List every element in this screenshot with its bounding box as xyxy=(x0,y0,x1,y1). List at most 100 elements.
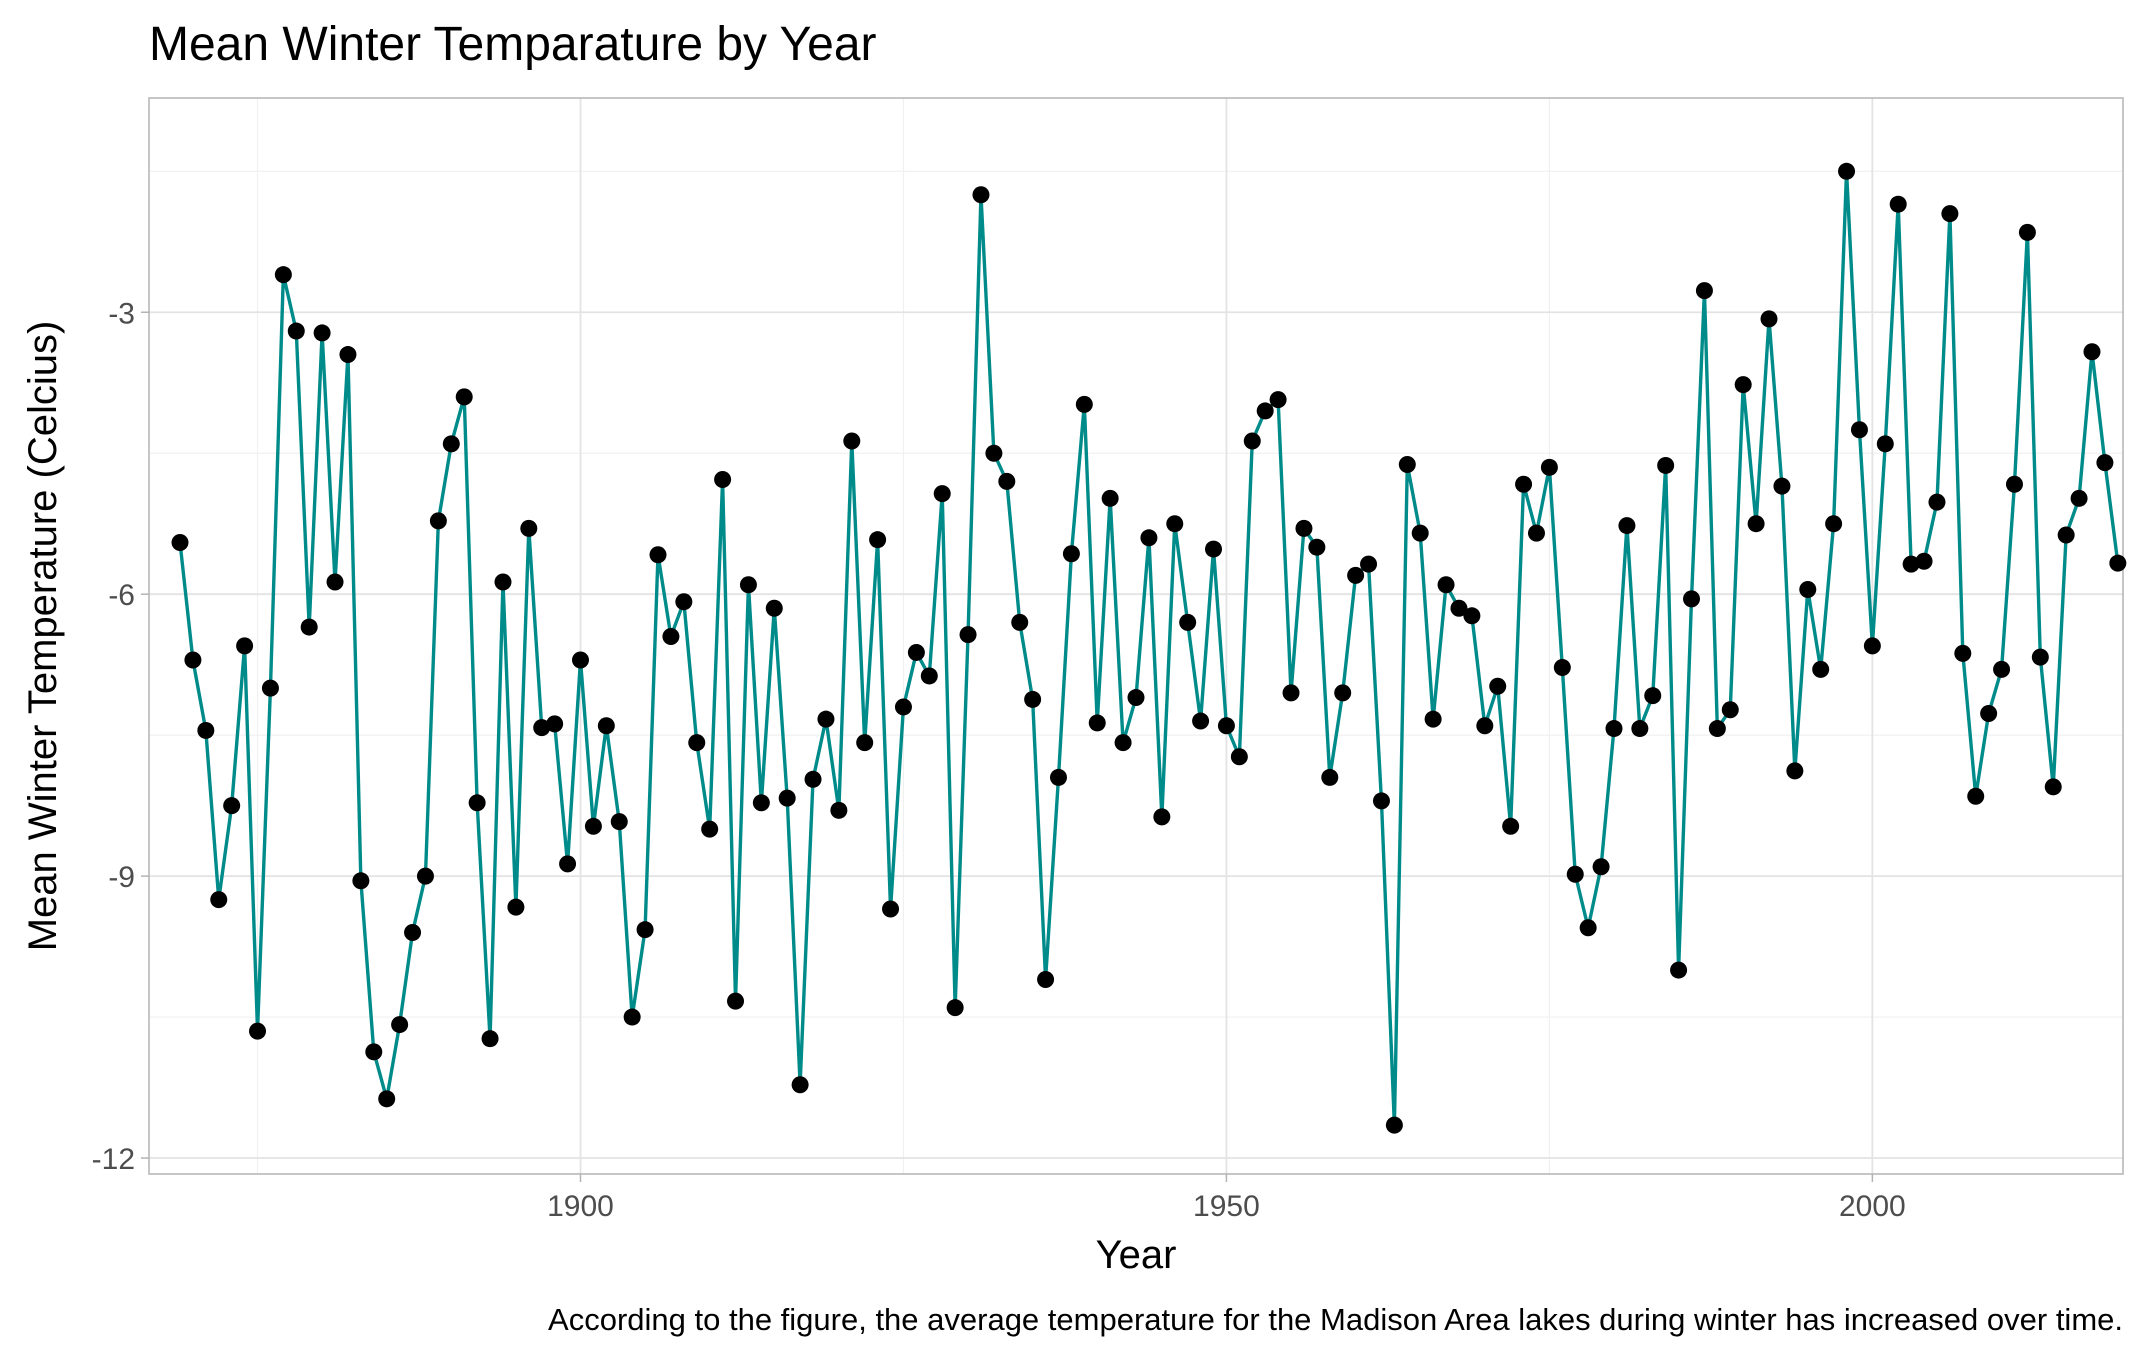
x-tick-label: 1900 xyxy=(547,1190,614,1223)
panel-background xyxy=(149,98,2123,1174)
data-point xyxy=(1721,701,1739,719)
y-tick-label: -6 xyxy=(108,579,135,612)
data-point xyxy=(1527,524,1545,542)
data-point xyxy=(171,534,189,551)
data-point xyxy=(1424,710,1442,728)
data-point xyxy=(1670,961,1688,979)
data-point xyxy=(610,813,628,831)
data-point xyxy=(1360,555,1378,573)
data-point xyxy=(546,715,564,733)
data-point xyxy=(2109,554,2127,572)
y-axis-ticks: -12 -9 -6 -3 xyxy=(92,297,149,1176)
data-point xyxy=(727,992,745,1010)
data-point xyxy=(1515,475,1533,493)
data-point xyxy=(1566,865,1584,883)
data-point xyxy=(520,519,538,537)
data-point xyxy=(856,734,874,752)
data-point xyxy=(1644,687,1662,705)
data-point xyxy=(946,999,964,1017)
data-point xyxy=(1631,720,1649,738)
data-point xyxy=(1502,817,1520,835)
data-point xyxy=(1101,489,1119,507)
data-point xyxy=(571,651,589,669)
data-point xyxy=(1450,599,1468,617)
data-point xyxy=(1695,282,1713,300)
data-point xyxy=(1799,580,1817,598)
data-point xyxy=(1256,402,1274,420)
data-point xyxy=(533,719,551,737)
data-point xyxy=(894,698,912,716)
data-point xyxy=(791,1076,809,1094)
data-point xyxy=(184,651,202,669)
data-point xyxy=(494,573,512,591)
data-point xyxy=(649,546,667,564)
data-point xyxy=(1217,717,1235,735)
data-point xyxy=(1037,970,1055,988)
data-point xyxy=(1114,734,1132,752)
data-point xyxy=(1657,456,1675,474)
data-point xyxy=(455,388,473,406)
x-tick-label: 2000 xyxy=(1839,1190,1906,1223)
data-point xyxy=(1734,376,1752,394)
data-point xyxy=(972,186,990,204)
data-point xyxy=(1230,748,1248,766)
data-point xyxy=(752,794,770,812)
data-point xyxy=(1153,808,1171,826)
data-point xyxy=(1683,590,1701,608)
y-tick-label: -3 xyxy=(108,297,135,330)
data-point xyxy=(1825,515,1843,533)
data-point xyxy=(468,794,486,812)
data-point xyxy=(1876,435,1894,453)
data-point xyxy=(1476,717,1494,735)
data-point xyxy=(210,891,228,909)
data-point xyxy=(2083,343,2101,361)
data-point xyxy=(1347,566,1365,584)
data-point xyxy=(1282,684,1300,702)
panel-border xyxy=(148,97,2124,1175)
data-point xyxy=(287,322,305,340)
data-point xyxy=(1411,524,1429,542)
chart-caption: According to the figure, the average tem… xyxy=(548,1302,2123,1337)
data-point xyxy=(843,432,861,450)
data-point xyxy=(675,593,693,611)
data-point xyxy=(1941,205,1959,223)
data-point xyxy=(1269,391,1287,409)
data-point xyxy=(1192,712,1210,730)
data-point xyxy=(2096,454,2114,472)
data-point xyxy=(1463,607,1481,625)
data-point xyxy=(1140,529,1158,547)
x-axis-ticks: 1900 1950 2000 xyxy=(547,1174,1906,1223)
data-point xyxy=(261,679,279,697)
data-point xyxy=(404,923,422,941)
data-point xyxy=(1398,456,1416,473)
data-point xyxy=(933,485,951,503)
data-point xyxy=(597,717,615,735)
data-point xyxy=(701,820,719,838)
data-point xyxy=(959,626,977,644)
data-point xyxy=(1708,720,1726,738)
data-point xyxy=(2031,648,2049,666)
data-point xyxy=(1980,705,1998,723)
data-point xyxy=(559,855,577,873)
data-point xyxy=(623,1008,641,1026)
data-point xyxy=(662,627,680,645)
data-point xyxy=(1540,458,1558,476)
data-point xyxy=(907,643,925,661)
data-point xyxy=(313,324,331,342)
data-point xyxy=(714,471,732,489)
data-point xyxy=(882,900,900,918)
data-point xyxy=(1902,555,1920,573)
data-point xyxy=(1049,768,1067,786)
data-point xyxy=(1024,690,1042,708)
data-point xyxy=(1592,858,1610,876)
data-point xyxy=(1915,552,1933,570)
data-point xyxy=(1812,660,1830,678)
data-point xyxy=(920,667,938,685)
data-point xyxy=(998,472,1016,490)
x-tick-label: 1950 xyxy=(1193,1190,1260,1223)
data-point xyxy=(1437,576,1455,594)
data-point xyxy=(1062,545,1080,563)
data-point xyxy=(1011,613,1029,631)
data-point xyxy=(1954,644,1972,662)
